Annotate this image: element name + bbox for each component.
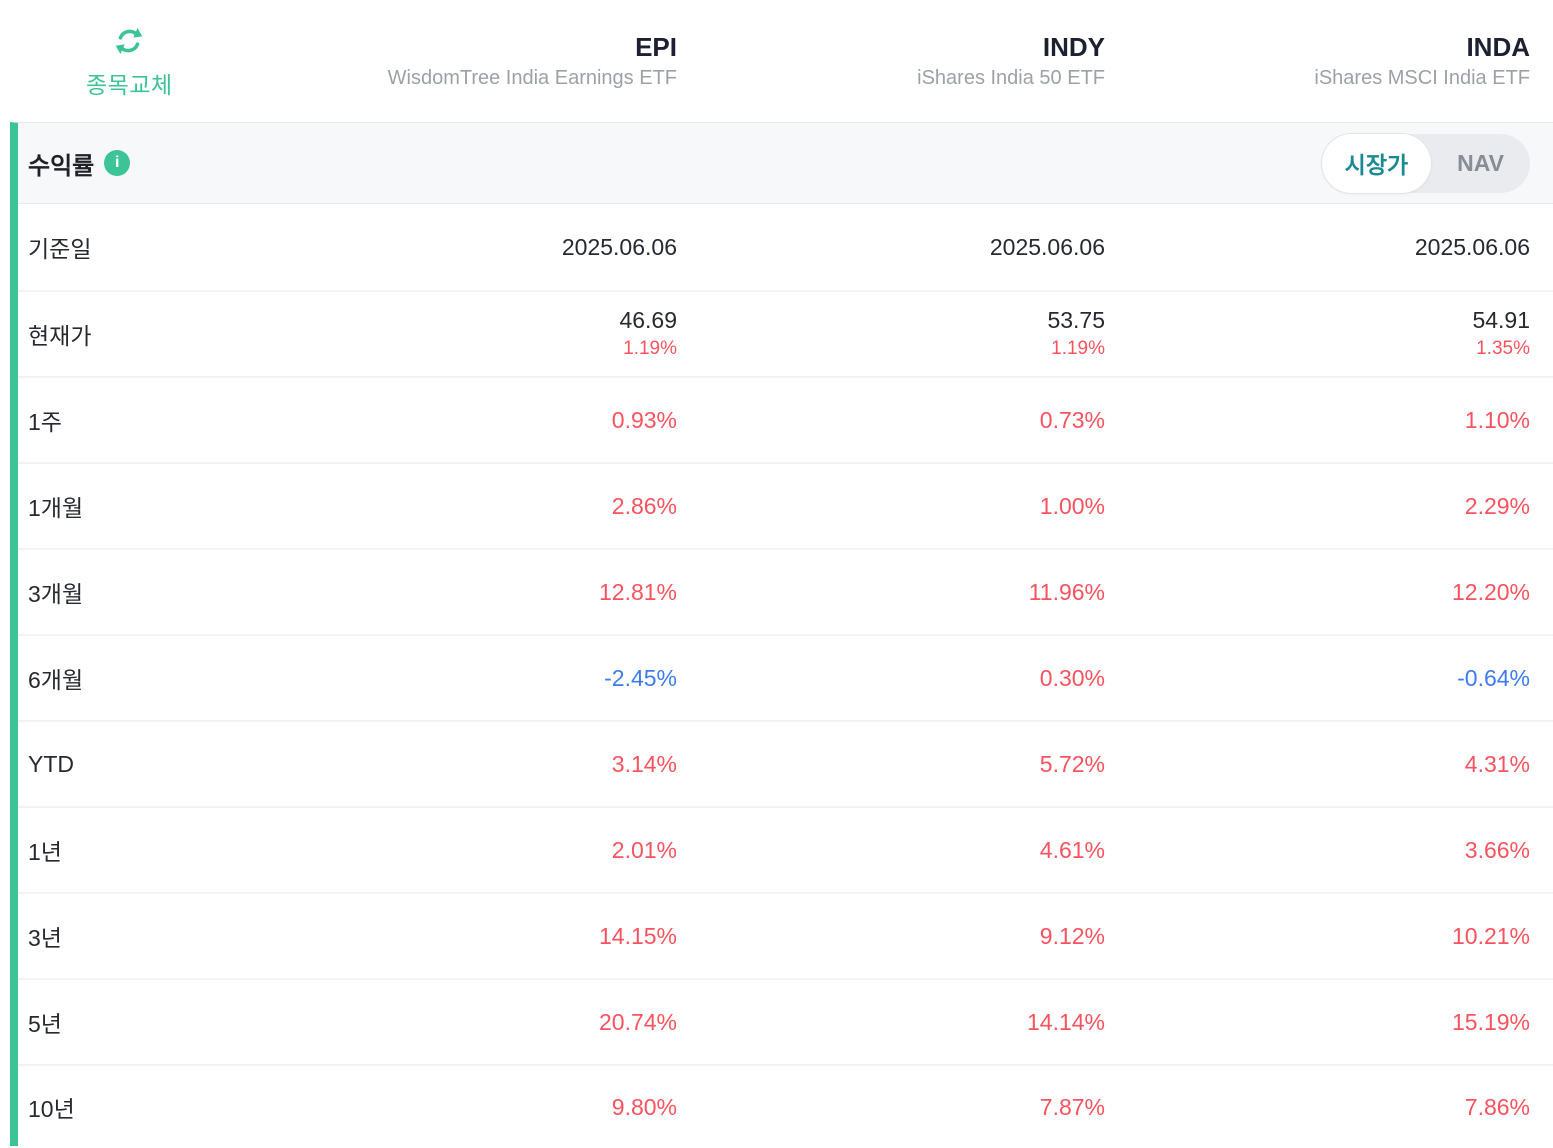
info-icon[interactable]: i bbox=[104, 150, 131, 176]
swap-button[interactable]: 종목교체 bbox=[86, 23, 173, 100]
value-epi: 2025.06.06 bbox=[561, 233, 677, 260]
compare-header: 종목교체 EPI WisdomTree India Earnings ETF I… bbox=[0, 0, 1553, 122]
value-epi: 2.01% bbox=[611, 836, 677, 863]
value-epi: 3.14% bbox=[611, 750, 677, 777]
value-inda: 3.66% bbox=[1464, 836, 1530, 863]
etf-name: iShares India 50 ETF bbox=[917, 66, 1105, 89]
value-epi: 9.80% bbox=[611, 1093, 677, 1120]
table-row-6m: 6개월 -2.45% 0.30% -0.64% bbox=[18, 636, 1553, 722]
value-epi: -2.45% bbox=[604, 664, 677, 691]
value-epi: 14.15% bbox=[598, 922, 677, 949]
value-inda: 7.86% bbox=[1464, 1093, 1530, 1120]
row-label: YTD bbox=[28, 750, 74, 777]
value-inda: 4.31% bbox=[1464, 750, 1530, 777]
returns-section: 수익률 i 시장가 NAV 기준일 2025.06.06 2025.06.06 … bbox=[10, 122, 1553, 1148]
value-epi: 12.81% bbox=[598, 578, 677, 605]
value-epi: 20.74% bbox=[598, 1008, 677, 1035]
table-row-1w: 1주 0.93% 0.73% 1.10% bbox=[18, 378, 1553, 464]
value-epi: 0.93% bbox=[611, 406, 677, 433]
toggle-option-market-price[interactable]: 시장가 bbox=[1321, 133, 1432, 193]
table-row-5y: 5년 20.74% 14.14% 15.19% bbox=[18, 980, 1553, 1066]
etf-ticker: EPI bbox=[635, 32, 677, 63]
value-indy: 0.73% bbox=[1039, 406, 1105, 433]
value-inda: -0.64% bbox=[1457, 664, 1530, 691]
value-inda: 12.20% bbox=[1451, 578, 1530, 605]
row-label: 현재가 bbox=[28, 323, 92, 349]
etf-name: WisdomTree India Earnings ETF bbox=[387, 66, 677, 89]
price-change: 1.35% bbox=[1476, 337, 1530, 359]
table-row-10y: 10년 9.80% 7.87% 7.86% bbox=[18, 1066, 1553, 1148]
row-label: 1주 bbox=[28, 409, 62, 435]
etf-column-header-epi: EPI WisdomTree India Earnings ETF bbox=[348, 33, 677, 89]
value-indy: 2025.06.06 bbox=[989, 233, 1105, 260]
row-label: 3년 bbox=[28, 925, 62, 951]
table-row-3y: 3년 14.15% 9.12% 10.21% bbox=[18, 894, 1553, 980]
current-price: 54.91 bbox=[1472, 307, 1530, 334]
returns-table: 기준일 2025.06.06 2025.06.06 2025.06.06 현재가… bbox=[18, 204, 1553, 1148]
value-inda: 10.21% bbox=[1451, 922, 1530, 949]
section-title: 수익률 bbox=[28, 152, 95, 180]
value-indy: 7.87% bbox=[1039, 1093, 1105, 1120]
etf-column-header-inda: INDA iShares MSCI India ETF bbox=[1105, 33, 1530, 89]
swap-label: 종목교체 bbox=[86, 71, 173, 98]
value-indy: 4.61% bbox=[1039, 836, 1105, 863]
price-change: 1.19% bbox=[623, 337, 677, 359]
etf-name: iShares MSCI India ETF bbox=[1314, 66, 1530, 89]
value-indy: 0.30% bbox=[1039, 664, 1105, 691]
current-price: 46.69 bbox=[619, 307, 677, 334]
value-inda: 2025.06.06 bbox=[1414, 233, 1530, 260]
swap-icon bbox=[111, 23, 147, 62]
table-row-current-price: 현재가 46.69 1.19% 53.75 1.19% 54.91 1.35% bbox=[18, 292, 1553, 378]
value-inda: 2.29% bbox=[1464, 492, 1530, 519]
row-label: 10년 bbox=[28, 1096, 75, 1122]
value-epi: 46.69 1.19% bbox=[348, 308, 677, 359]
table-row-1y: 1년 2.01% 4.61% 3.66% bbox=[18, 808, 1553, 894]
table-row-1m: 1개월 2.86% 1.00% 2.29% bbox=[18, 464, 1553, 550]
value-inda: 54.91 1.35% bbox=[1105, 308, 1530, 359]
value-indy: 11.96% bbox=[1028, 578, 1105, 605]
value-indy: 53.75 1.19% bbox=[677, 308, 1105, 359]
section-header: 수익률 i 시장가 NAV bbox=[18, 123, 1553, 204]
value-indy: 5.72% bbox=[1039, 750, 1105, 777]
price-type-toggle: 시장가 NAV bbox=[1321, 133, 1530, 193]
row-label: 3개월 bbox=[28, 581, 84, 607]
row-label: 기준일 bbox=[28, 236, 92, 262]
value-inda: 1.10% bbox=[1464, 406, 1530, 433]
value-indy: 9.12% bbox=[1039, 922, 1105, 949]
row-label: 1개월 bbox=[28, 495, 84, 521]
etf-ticker: INDA bbox=[1466, 32, 1530, 63]
price-change: 1.19% bbox=[1051, 337, 1105, 359]
toggle-option-nav[interactable]: NAV bbox=[1431, 134, 1530, 193]
table-row-3m: 3개월 12.81% 11.96% 12.20% bbox=[18, 550, 1553, 636]
table-row-base-date: 기준일 2025.06.06 2025.06.06 2025.06.06 bbox=[18, 204, 1553, 292]
value-epi: 2.86% bbox=[611, 492, 677, 519]
table-row-ytd: YTD 3.14% 5.72% 4.31% bbox=[18, 722, 1553, 808]
value-indy: 1.00% bbox=[1039, 492, 1105, 519]
value-indy: 14.14% bbox=[1026, 1008, 1105, 1035]
etf-column-header-indy: INDY iShares India 50 ETF bbox=[677, 33, 1105, 89]
etf-ticker: INDY bbox=[1042, 32, 1105, 63]
row-label: 6개월 bbox=[28, 667, 84, 693]
current-price: 53.75 bbox=[1047, 307, 1105, 334]
value-inda: 15.19% bbox=[1451, 1008, 1530, 1035]
row-label: 1년 bbox=[28, 839, 62, 865]
row-label: 5년 bbox=[28, 1011, 62, 1037]
